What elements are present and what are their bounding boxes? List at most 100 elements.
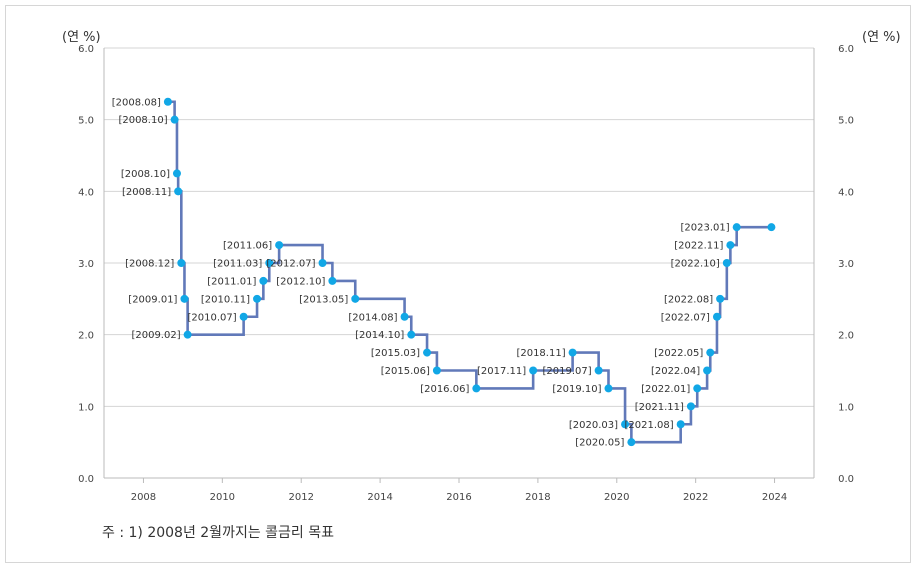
- data-label: [2011.01]: [207, 276, 256, 287]
- data-point: [400, 312, 409, 321]
- data-label: [2011.03]: [213, 259, 262, 270]
- data-label: [2021.11]: [635, 402, 684, 413]
- y-tick-label-right: 0.0: [838, 474, 854, 485]
- data-label: [2022.10]: [671, 259, 720, 270]
- data-label: [2013.05]: [299, 294, 348, 305]
- y-tick-label-left: 6.0: [78, 44, 94, 55]
- y-tick-label-right: 2.0: [838, 331, 854, 342]
- data-point: [253, 294, 262, 303]
- data-point: [275, 241, 284, 250]
- data-point: [621, 420, 630, 429]
- data-point: [318, 259, 327, 267]
- data-label: [2019.10]: [552, 384, 601, 395]
- y-axis-unit-right: (연 %): [862, 30, 901, 45]
- data-label: [2009.02]: [131, 330, 180, 341]
- y-tick-label-right: 6.0: [838, 44, 854, 55]
- data-label: [2008.12]: [125, 259, 174, 270]
- x-tick-label: 2014: [367, 492, 392, 503]
- data-label: [2008.10]: [118, 115, 167, 126]
- data-label: [2012.10]: [276, 276, 325, 287]
- data-label: [2022.05]: [654, 348, 703, 359]
- data-point: [604, 384, 613, 393]
- data-label: [2022.04]: [651, 366, 700, 377]
- y-tick-label-left: 1.0: [78, 402, 94, 413]
- data-point: [163, 97, 172, 106]
- y-tick-label-right: 3.0: [838, 259, 854, 270]
- data-point: [174, 187, 183, 196]
- data-point: [328, 276, 337, 285]
- data-label: [2015.03]: [371, 348, 420, 359]
- y-tick-label-left: 5.0: [78, 116, 94, 127]
- data-point: [170, 115, 179, 124]
- data-label: [2010.11]: [201, 294, 250, 305]
- y-axis-unit-left: (연 %): [62, 30, 101, 45]
- x-tick-label: 2022: [683, 492, 708, 503]
- data-point: [627, 438, 636, 447]
- data-label: [2008.11]: [122, 187, 171, 198]
- y-tick-label-right: 5.0: [838, 116, 854, 127]
- data-label: [2018.11]: [516, 348, 565, 359]
- data-point: [722, 259, 731, 267]
- data-point: [172, 169, 181, 178]
- x-tick-label: 2010: [210, 492, 235, 503]
- data-point: [767, 223, 776, 232]
- y-tick-label-left: 0.0: [78, 474, 94, 485]
- data-label: [2010.07]: [187, 312, 236, 323]
- data-point: [529, 366, 538, 375]
- data-label: [2023.01]: [681, 223, 730, 234]
- data-point: [432, 366, 441, 375]
- chart-frame: (연 %) (연 %) 0.0 0.0 1.0 1.0 2.0 2.0 3.0 3.0 4.0 4…: [5, 5, 911, 563]
- y-tick-label-left: 2.0: [78, 331, 94, 342]
- data-point: [712, 312, 721, 321]
- data-point: [265, 259, 274, 267]
- data-label: [2015.06]: [381, 366, 430, 377]
- y-tick-label-right: 4.0: [838, 187, 854, 198]
- data-label: [2012.07]: [266, 259, 315, 270]
- data-point: [716, 294, 725, 303]
- data-point: [180, 294, 189, 303]
- data-point: [676, 420, 685, 429]
- x-tick-label: 2016: [446, 492, 471, 503]
- data-point: [594, 366, 603, 375]
- y-tick-label-left: 4.0: [78, 187, 94, 198]
- data-point: [568, 348, 577, 357]
- data-point: [726, 241, 735, 250]
- data-label: [2009.01]: [128, 294, 177, 305]
- x-tick-label: 2024: [762, 492, 787, 503]
- data-point: [706, 348, 715, 357]
- data-point: [183, 330, 192, 339]
- data-point: [686, 402, 695, 411]
- data-label: [2021.08]: [625, 420, 674, 431]
- series-line: [167, 100, 772, 444]
- data-label: [2017.11]: [477, 366, 526, 377]
- rate-chart: 0.0 0.0 1.0 1.0 2.0 2.0 3.0 3.0 4.0 4.0 5.0 5.0 6.0 6…: [78, 44, 854, 503]
- data-label: [2020.03]: [569, 420, 618, 431]
- data-label: [2014.10]: [355, 330, 404, 341]
- data-label: [2008.08]: [112, 97, 161, 108]
- x-tick-label: 2012: [288, 492, 313, 503]
- x-tick-label: 2008: [131, 492, 156, 503]
- data-label: [2019.07]: [542, 366, 591, 377]
- data-point: [259, 276, 268, 285]
- data-label: [2022.11]: [674, 241, 723, 252]
- data-point: [351, 294, 360, 303]
- data-point: [693, 384, 702, 393]
- data-label: [2022.07]: [661, 312, 710, 323]
- y-tick-label-left: 3.0: [78, 259, 94, 270]
- data-point: [177, 259, 186, 267]
- data-point: [472, 384, 481, 393]
- data-label: [2008.10]: [121, 169, 170, 180]
- data-point: [423, 348, 432, 357]
- data-label: [2022.01]: [641, 384, 690, 395]
- data-point: [703, 366, 712, 375]
- data-label: [2014.08]: [348, 312, 397, 323]
- footnote: 주 : 1) 2008년 2월까지는 콜금리 목표: [102, 525, 335, 541]
- data-label: [2020.05]: [575, 438, 624, 449]
- x-tick-label: 2020: [604, 492, 629, 503]
- data-label: [2016.06]: [420, 384, 469, 395]
- y-tick-label-right: 1.0: [838, 402, 854, 413]
- data-label: [2022.08]: [664, 294, 713, 305]
- data-label: [2011.06]: [223, 241, 272, 252]
- x-tick-label: 2018: [525, 492, 550, 503]
- data-point: [239, 312, 248, 321]
